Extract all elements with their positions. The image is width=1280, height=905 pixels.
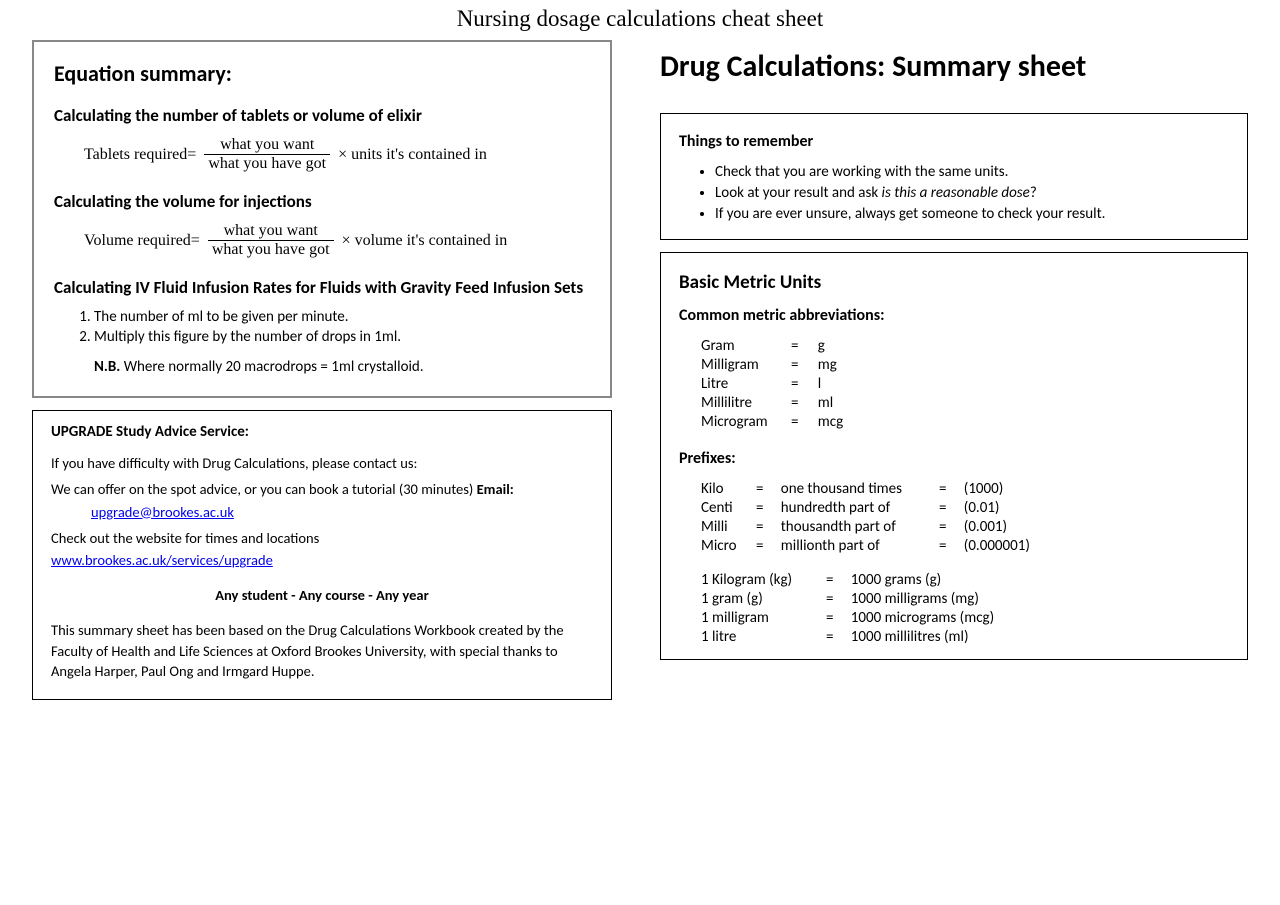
nb-text: Where normally 20 macrodrops = 1ml cryst… <box>120 358 423 376</box>
fraction: what you want what you have got <box>204 136 330 173</box>
numerator: what you want <box>216 136 318 154</box>
page-title: Nursing dosage calculations cheat sheet <box>0 0 1280 40</box>
email-label: Email: <box>477 480 514 498</box>
text: Look at your result and ask <box>715 184 882 202</box>
iv-steps: The number of ml to be given per minute.… <box>94 308 590 346</box>
remember-title: Things to remember <box>679 132 1229 151</box>
prefix-table: Kilo= one thousand times= (1000)Centi= h… <box>679 480 1229 555</box>
abbr-title: Common metric abbreviations: <box>679 306 1229 325</box>
section-iv-title: Calculating IV Fluid Infusion Rates for … <box>54 277 590 298</box>
formula-label: Volume required= <box>84 232 200 250</box>
table-row: Millilitre= ml <box>701 394 1229 412</box>
website-link-line: www.brookes.ac.uk/services/upgrade <box>51 550 593 570</box>
table-row: 1 gram (g)= 1000 milligrams (mg) <box>701 590 1229 608</box>
email-link[interactable]: upgrade@brookes.ac.uk <box>91 503 234 521</box>
formula-tail: × units it's contained in <box>338 146 487 164</box>
equation-summary-box: Equation summary: Calculating the number… <box>32 40 612 398</box>
list-item: The number of ml to be given per minute. <box>94 308 590 326</box>
section-volume-title: Calculating the volume for injections <box>54 191 590 212</box>
email-link-line: upgrade@brookes.ac.uk <box>91 502 593 522</box>
table-row: Milli= thousandth part of= (0.001) <box>701 518 1229 536</box>
text: ? <box>1030 184 1037 202</box>
table-row: 1 Kilogram (kg)= 1000 grams (g) <box>701 571 1229 589</box>
nb-label: N.B. <box>94 358 120 376</box>
left-column: Equation summary: Calculating the number… <box>32 40 612 712</box>
table-row: Kilo= one thousand times= (1000) <box>701 480 1229 498</box>
table-row: Milligram= mg <box>701 356 1229 374</box>
table-row: 1 litre= 1000 millilitres (ml) <box>701 628 1229 646</box>
list-item: Look at your result and ask is this a re… <box>715 184 1229 202</box>
list-item: Multiply this figure by the number of dr… <box>94 328 590 346</box>
upgrade-intro: If you have difficulty with Drug Calcula… <box>51 453 593 473</box>
main-title: Drug Calculations: Summary sheet <box>660 48 1248 85</box>
content-columns: Equation summary: Calculating the number… <box>0 40 1280 712</box>
upgrade-advice-line: We can offer on the spot advice, or you … <box>51 479 593 499</box>
conversion-table: 1 Kilogram (kg)= 1000 grams (g)1 gram (g… <box>679 571 1229 646</box>
table-row: Centi= hundredth part of= (0.01) <box>701 499 1229 517</box>
volume-formula: Volume required= what you want what you … <box>84 222 590 259</box>
list-item: If you are ever unsure, always get someo… <box>715 205 1229 223</box>
website-link[interactable]: www.brookes.ac.uk/services/upgrade <box>51 551 273 569</box>
upgrade-slogan: Any student - Any course - Any year <box>51 586 593 604</box>
remember-box: Things to remember Check that you are wo… <box>660 113 1248 240</box>
upgrade-credits: This summary sheet has been based on the… <box>51 620 593 681</box>
upgrade-box: UPGRADE Study Advice Service: If you hav… <box>32 410 612 700</box>
metric-title: Basic Metric Units <box>679 271 1229 294</box>
table-row: Litre= l <box>701 375 1229 393</box>
abbr-table: Gram= gMilligram= mgLitre= lMillilitre= … <box>679 337 1229 431</box>
table-row: Micro= millionth part of= (0.000001) <box>701 537 1229 555</box>
denominator: what you have got <box>204 154 330 173</box>
fraction: what you want what you have got <box>208 222 334 259</box>
table-row: Microgram= mcg <box>701 413 1229 431</box>
equation-summary-title: Equation summary: <box>54 60 590 87</box>
tablets-formula: Tablets required= what you want what you… <box>84 136 590 173</box>
table-row: Gram= g <box>701 337 1229 355</box>
formula-label: Tablets required= <box>84 146 196 164</box>
upgrade-advice-text: We can offer on the spot advice, or you … <box>51 480 477 498</box>
remember-list: Check that you are working with the same… <box>697 163 1229 223</box>
table-row: 1 milligram= 1000 micrograms (mcg) <box>701 609 1229 627</box>
prefix-title: Prefixes: <box>679 449 1229 468</box>
list-item: Check that you are working with the same… <box>715 163 1229 181</box>
website-intro: Check out the website for times and loca… <box>51 528 593 548</box>
denominator: what you have got <box>208 240 334 259</box>
metric-box: Basic Metric Units Common metric abbrevi… <box>660 252 1248 660</box>
numerator: what you want <box>220 222 322 240</box>
right-column: Drug Calculations: Summary sheet Things … <box>636 40 1248 712</box>
formula-tail: × volume it's contained in <box>342 232 508 250</box>
section-tablets-title: Calculating the number of tablets or vol… <box>54 105 590 126</box>
nb-note: N.B. Where normally 20 macrodrops = 1ml … <box>94 358 590 376</box>
italic-text: is this a reasonable dose <box>882 184 1030 202</box>
upgrade-heading: UPGRADE Study Advice Service: <box>51 423 593 441</box>
